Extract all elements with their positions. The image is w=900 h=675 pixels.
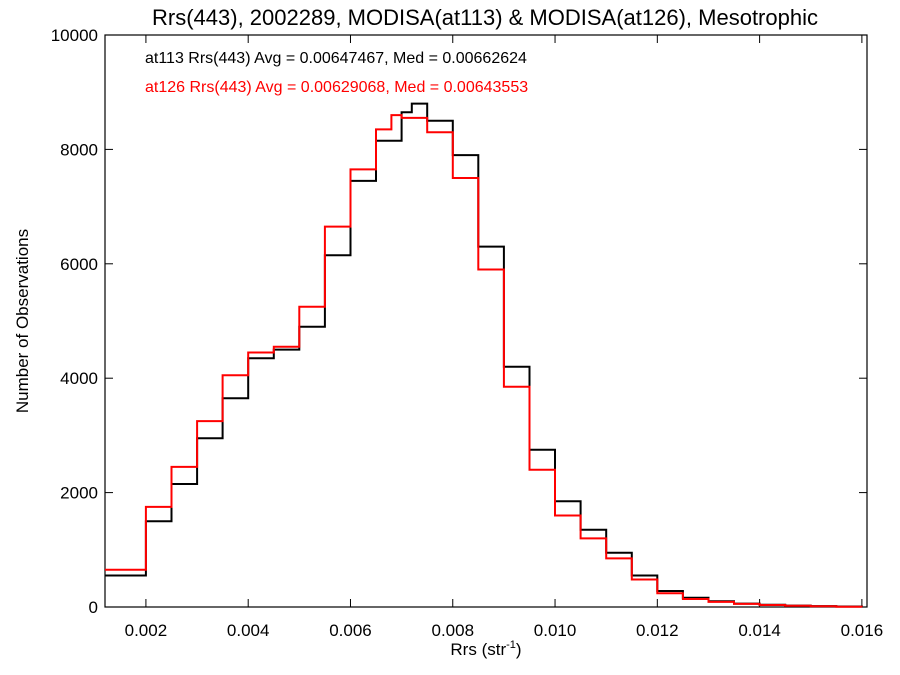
series-line-at113	[105, 102, 863, 608]
x-tick-label: 0.010	[534, 621, 577, 640]
y-tick-label: 8000	[60, 140, 98, 159]
y-tick-label: 4000	[60, 369, 98, 388]
legend-entry-at113: at113 Rrs(443) Avg = 0.00647467, Med = 0…	[145, 50, 527, 67]
plot-frame	[104, 34, 868, 608]
x-axis-label-close: )	[516, 640, 522, 659]
legend-entry-at126: at126 Rrs(443) Avg = 0.00629068, Med = 0…	[145, 79, 528, 96]
y-tick-label: 2000	[60, 484, 98, 503]
x-tick-label: 0.008	[431, 621, 474, 640]
y-tick-label: 6000	[60, 255, 98, 274]
chart-title: Rrs(443), 2002289, MODISA(at113) & MODIS…	[152, 5, 818, 30]
x-axis-ticks: 0.002 0.004 0.006 0.008 0.010 0.012 0.014 0.016	[125, 35, 884, 640]
x-axis-label-main: Rrs (str	[450, 640, 506, 659]
y-tick-label: 0	[89, 598, 98, 617]
x-tick-label: 0.016	[841, 621, 884, 640]
x-axis-label-superscript: -1	[506, 639, 516, 651]
x-axis-label: Rrs (str-1)	[450, 639, 521, 659]
y-tick-label: 10000	[51, 26, 98, 45]
x-tick-label: 0.004	[227, 621, 270, 640]
x-tick-label: 0.006	[329, 621, 372, 640]
series-layer	[105, 102, 863, 608]
x-tick-label: 0.002	[125, 621, 168, 640]
y-axis-ticks: 0 2000 4000 6000 8000 10000	[51, 26, 867, 617]
y-axis-label: Number of Observations	[13, 229, 32, 413]
x-tick-label: 0.012	[636, 621, 679, 640]
series-line-at126	[105, 114, 863, 608]
x-tick-label: 0.014	[738, 621, 781, 640]
